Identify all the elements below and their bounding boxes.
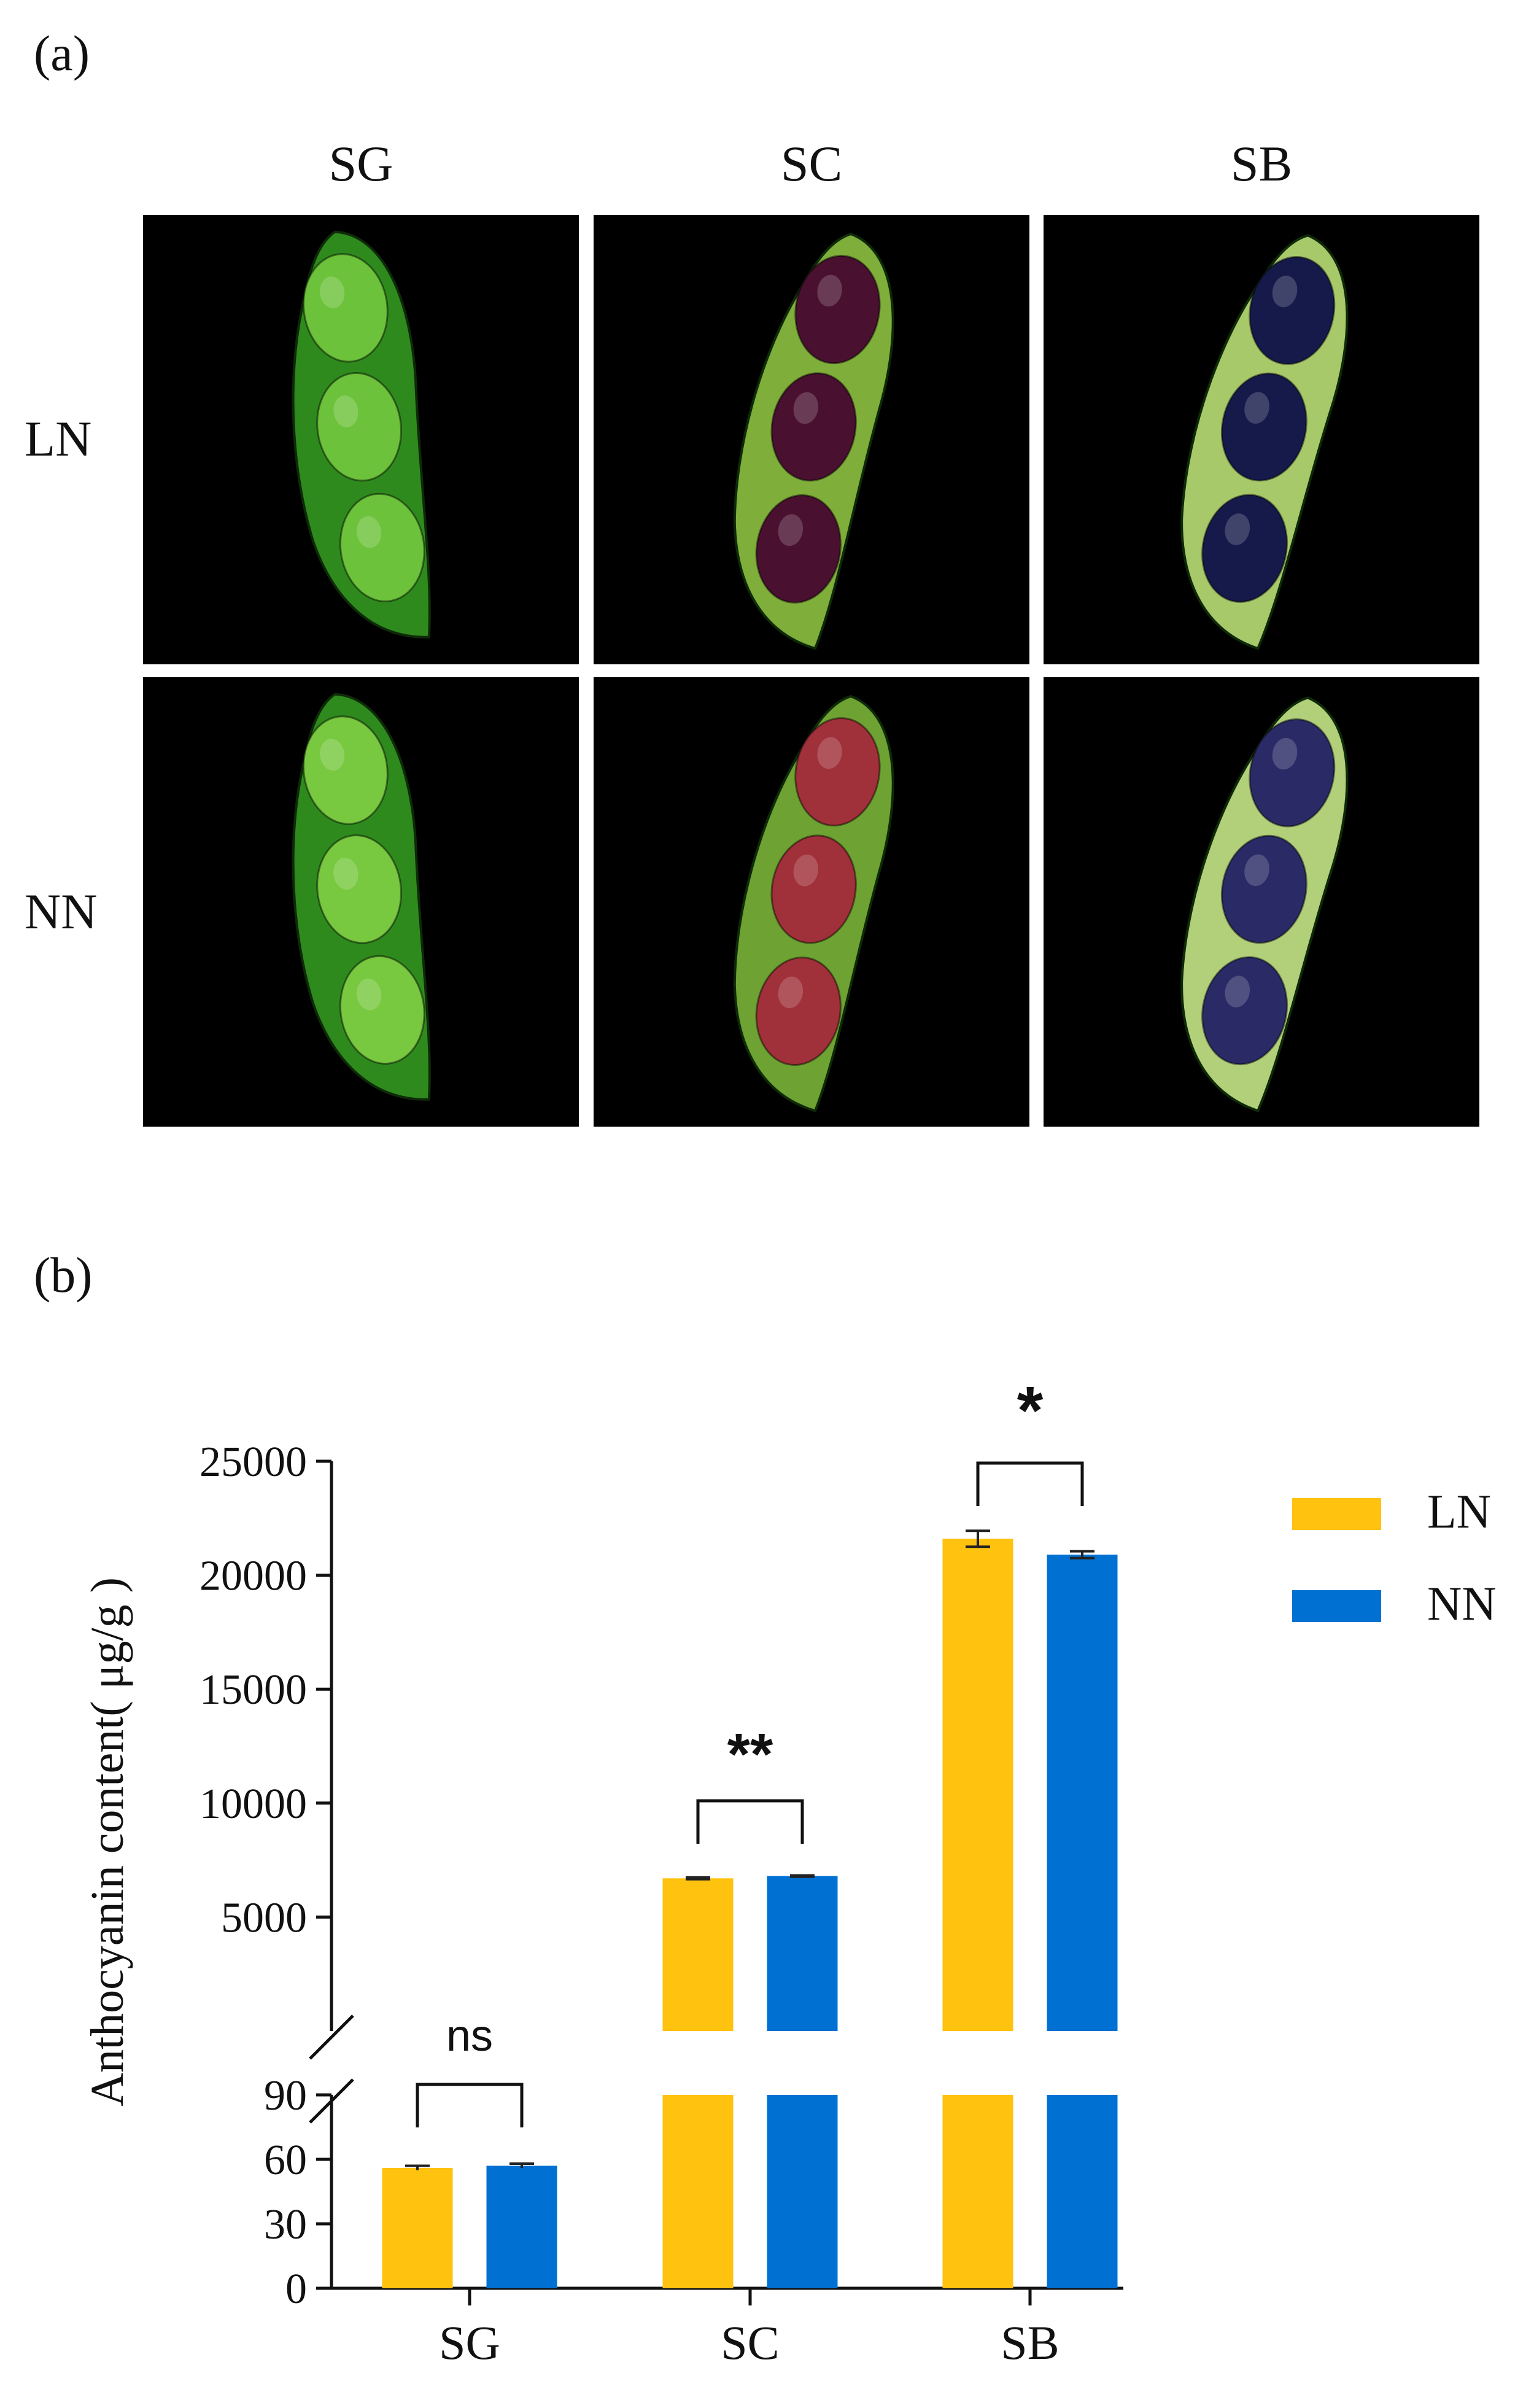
seed (316, 372, 403, 482)
seed (770, 372, 857, 482)
row-label-nn: NN (25, 884, 98, 939)
seed (302, 715, 389, 825)
seed (339, 492, 425, 603)
significance-bracket (696, 1799, 804, 1844)
y-tick-label: 15000 (199, 1666, 307, 1714)
legend-swatch-ln (1292, 1498, 1381, 1530)
bar-ln-sb-upper (942, 1539, 1013, 2031)
y-tick-label: 90 (264, 2072, 307, 2119)
y-tick-label: 20000 (199, 1553, 307, 1600)
axis-break-mark (309, 2078, 354, 2124)
seed (339, 955, 425, 1065)
bar-nn-sc-lower (767, 2095, 838, 2288)
y-axis-title: Anthocyanin content( μg/g ) (82, 1577, 133, 2107)
seed-highlight (1225, 976, 1250, 1008)
seed (794, 717, 881, 827)
seed (1220, 834, 1307, 944)
seed-highlight (1244, 854, 1269, 887)
significance-label: * (1017, 1373, 1044, 1448)
pod-group (733, 232, 894, 650)
seed-highlight (1225, 513, 1250, 545)
seed-highlight (778, 514, 804, 546)
seed-highlight (356, 978, 382, 1011)
photo-nn-sb (1044, 677, 1479, 1127)
pod-illustration (733, 232, 894, 650)
legend-label-nn: NN (1427, 1577, 1497, 1630)
seed (1201, 956, 1288, 1065)
significance-bracket (976, 1461, 1084, 1506)
pod-illustration (1180, 696, 1349, 1113)
y-tick-label: 10000 (199, 1781, 307, 1828)
pod-group (292, 693, 431, 1101)
column-label-sb: SB (1230, 136, 1293, 192)
bar-nn-sc-upper (767, 1876, 838, 2031)
seed-highlight (1244, 392, 1269, 424)
photo-ln-sc (594, 215, 1029, 664)
seed-highlight (320, 276, 345, 309)
y-tick-label: 0 (285, 2266, 307, 2313)
bar-nn-sg (486, 2165, 557, 2288)
pod-group (1180, 696, 1349, 1113)
panel-a-label: (a) (34, 25, 90, 81)
row-label-ln: LN (25, 411, 92, 467)
bar-nn-sb-lower (1047, 2095, 1118, 2288)
pod-group (1180, 234, 1349, 650)
seed-highlight (778, 976, 804, 1009)
legend-label-ln: LN (1427, 1485, 1491, 1538)
photo-ln-sg (143, 215, 579, 664)
column-label-sg: SG (328, 136, 393, 192)
bar-ln-sc-lower (662, 2095, 734, 2288)
seed (1220, 372, 1307, 482)
seed (1249, 256, 1336, 365)
seed (755, 494, 842, 604)
panel-b-label: (b) (34, 1247, 93, 1303)
significance-label: ** (727, 1722, 773, 1787)
bar-ln-sb-lower (942, 2095, 1013, 2288)
y-tick-label: 25000 (199, 1439, 307, 1486)
seed-highlight (793, 392, 818, 424)
axis-break-mark (309, 2014, 354, 2060)
seed-highlight (1272, 275, 1298, 308)
significance-label: ns (446, 2011, 493, 2060)
bar-ln-sc-upper (662, 1878, 734, 2031)
x-tick-label: SC (721, 2316, 779, 2369)
pod-illustration (292, 693, 431, 1101)
seed (755, 957, 842, 1066)
seed (1201, 494, 1288, 603)
seed (316, 834, 403, 944)
x-tick-label: SG (439, 2316, 500, 2369)
x-tick-label: SB (1001, 2316, 1059, 2369)
pod-illustration (733, 694, 894, 1113)
seed-highlight (1272, 737, 1298, 770)
seed-highlight (333, 395, 358, 427)
bar-ln-sg (382, 2168, 453, 2288)
seed-highlight (817, 274, 842, 307)
significance-bracket (416, 2083, 524, 2127)
legend-swatch-nn (1292, 1590, 1381, 1622)
seed-highlight (320, 739, 345, 771)
anthocyanin-bar-chart: 0 30 60 90 5000 10000 15000 20000 25000 Anthocyan… (82, 1373, 1497, 2369)
photo-nn-sc (594, 677, 1029, 1127)
pod-group (733, 694, 894, 1113)
pod-illustration (292, 230, 431, 639)
y-tick-label: 5000 (221, 1894, 307, 1941)
seed (794, 255, 881, 365)
bar-nn-sb-upper (1047, 1555, 1118, 2031)
y-tick-label: 30 (264, 2201, 307, 2248)
seed (770, 834, 857, 944)
seed (1249, 718, 1336, 828)
column-label-sc: SC (780, 136, 843, 192)
seed (302, 253, 389, 363)
photo-ln-sb (1044, 215, 1479, 664)
y-tick-label: 60 (264, 2137, 307, 2184)
seed-highlight (793, 854, 818, 887)
seed-highlight (356, 516, 382, 548)
seed-highlight (817, 737, 842, 769)
photo-nn-sg (143, 677, 579, 1127)
seed-highlight (333, 858, 358, 890)
pod-illustration (1180, 234, 1349, 650)
pod-group (292, 230, 431, 639)
